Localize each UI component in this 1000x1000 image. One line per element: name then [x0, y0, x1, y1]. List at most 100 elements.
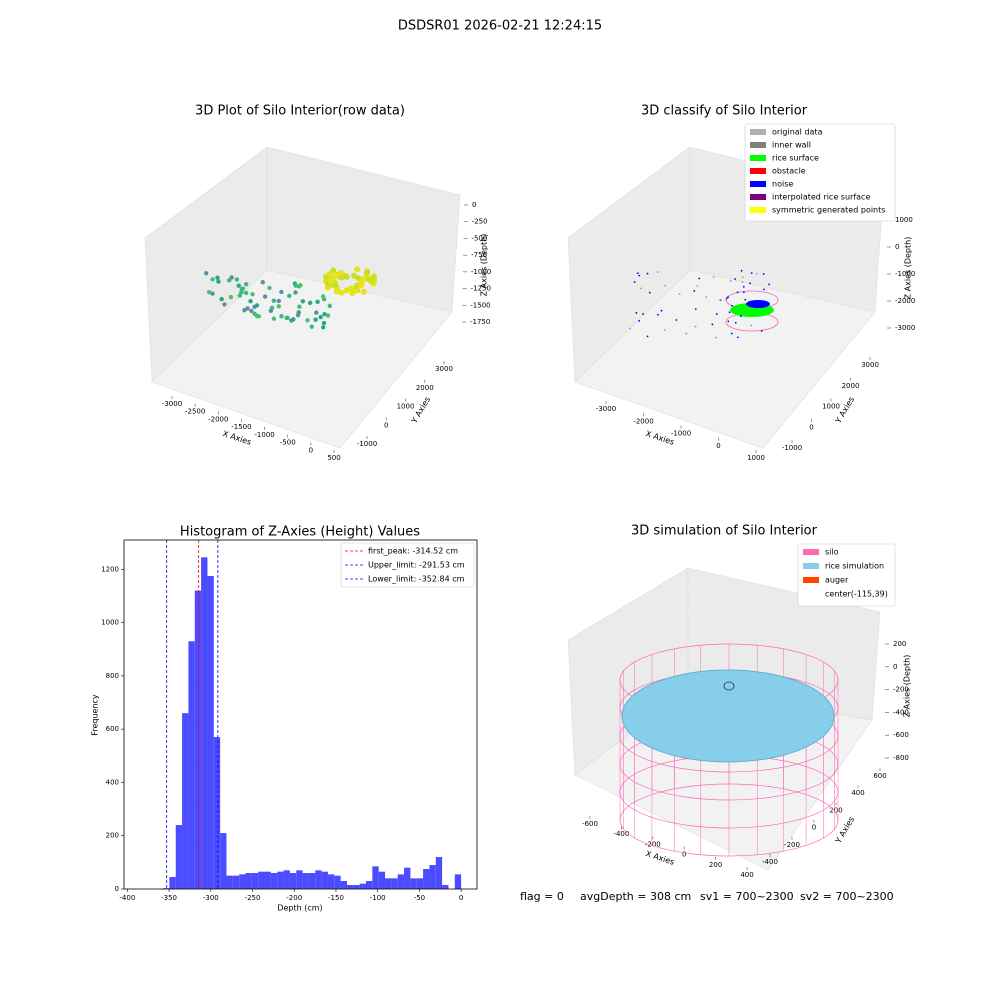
scatter-point	[357, 281, 364, 288]
y-tick-label: -1000	[357, 440, 377, 448]
x-tick-label: -150	[328, 894, 344, 902]
z-tick-label: 0	[895, 243, 899, 251]
scatter-point	[320, 294, 326, 299]
noise-point	[729, 279, 732, 282]
x-tick-label: -200	[286, 894, 302, 902]
bar	[308, 873, 316, 889]
bar	[296, 870, 303, 889]
noise-point	[731, 304, 733, 307]
scatter-point	[360, 288, 367, 295]
legend-label: rice simulation	[825, 562, 884, 571]
noise-point	[762, 273, 765, 275]
scatter-point	[249, 308, 254, 314]
y-tick-label: 200	[106, 832, 119, 840]
scatter-point	[364, 268, 371, 275]
y-tick-label: 2000	[842, 382, 860, 390]
legend-swatch	[750, 194, 766, 200]
noise-point	[657, 313, 659, 316]
scatter-point	[242, 308, 247, 313]
x-tick-label: -1000	[671, 430, 691, 438]
noise-point	[633, 281, 636, 283]
noise-point	[741, 281, 744, 283]
scatter-point	[244, 281, 249, 287]
bar	[283, 870, 290, 889]
legend-label: obstacle	[772, 167, 806, 176]
z-tick-label: -3000	[895, 324, 915, 332]
legend-label: silo	[825, 548, 839, 557]
plot-frame	[123, 539, 478, 890]
auger	[723, 681, 735, 691]
y-tick-label: 3000	[861, 361, 879, 369]
y-tick-label: 600	[873, 772, 886, 780]
noise-point	[740, 269, 743, 272]
bar	[404, 867, 411, 889]
noise-point	[719, 299, 721, 301]
y-tick-label: 0	[809, 423, 813, 431]
noise-point	[648, 291, 651, 294]
noise-point	[742, 310, 745, 313]
noise-point	[760, 329, 763, 332]
x-tick-label: -1000	[254, 431, 274, 439]
scatter-point	[248, 299, 253, 304]
bar	[435, 857, 443, 889]
x-tick-label: -250	[245, 894, 261, 902]
footer-sv1: sv1 = 700~2300	[700, 890, 794, 903]
noise-point	[739, 315, 742, 318]
scatter-point	[300, 299, 306, 304]
x-tick-label: -1500	[231, 423, 251, 431]
chart-title: 3D simulation of Silo Interior	[631, 524, 818, 539]
z-axis-label: Z Axies (Depth)	[480, 234, 489, 297]
scatter-point	[250, 291, 255, 297]
noise-point	[725, 297, 728, 300]
noise-point	[675, 319, 678, 321]
legend-swatch	[750, 207, 766, 213]
legend-label: center(-115,39)	[825, 590, 888, 599]
chart-title: 3D Plot of Silo Interior(row data)	[195, 104, 405, 119]
x-tick-label: -3000	[596, 405, 616, 413]
x-tick-label: -3000	[162, 400, 182, 408]
y-tick-label: -1000	[782, 444, 802, 452]
x-tick-label: -2000	[208, 415, 228, 423]
bar	[454, 874, 462, 889]
noise-point	[741, 276, 744, 279]
noise-point	[727, 320, 730, 323]
x-tick-label: 0	[309, 446, 313, 454]
noise-point	[734, 278, 737, 280]
bar	[277, 871, 284, 889]
noise-point	[685, 332, 688, 335]
noise-point	[744, 298, 747, 301]
x-tick-label: 0	[716, 442, 720, 450]
y-tick-label: 1200	[101, 565, 119, 573]
scatter-point	[355, 275, 362, 282]
noise-point	[727, 296, 729, 299]
noise-point	[750, 324, 753, 327]
legend-label: original data	[772, 128, 823, 137]
scatter-point	[229, 275, 234, 280]
y-tick-label: 1000	[101, 619, 119, 627]
x-tick-label: 500	[327, 454, 340, 462]
bar	[353, 885, 360, 889]
noise-point	[711, 323, 714, 326]
scatter-point	[215, 275, 220, 280]
bar	[327, 874, 335, 889]
legend-swatch	[803, 577, 819, 583]
noise-point	[646, 272, 649, 275]
scatter-point	[327, 278, 334, 285]
bar	[423, 869, 430, 889]
scatter-point	[318, 314, 323, 320]
bar	[258, 871, 265, 889]
noise-point	[714, 336, 717, 339]
scatter-point	[322, 312, 327, 317]
scatter-point	[337, 269, 344, 276]
z-tick-label: -200	[893, 686, 909, 694]
scatter-point	[314, 310, 319, 315]
y-tick-label: -200	[784, 841, 800, 849]
x-tick-label: 0	[682, 851, 686, 859]
x-tick-label: -350	[161, 894, 177, 902]
scatter-point	[276, 298, 281, 304]
noise-point	[639, 287, 642, 290]
scatter-point	[331, 274, 338, 281]
scatter-point	[307, 300, 313, 305]
bar	[264, 871, 271, 889]
bar	[251, 873, 259, 889]
